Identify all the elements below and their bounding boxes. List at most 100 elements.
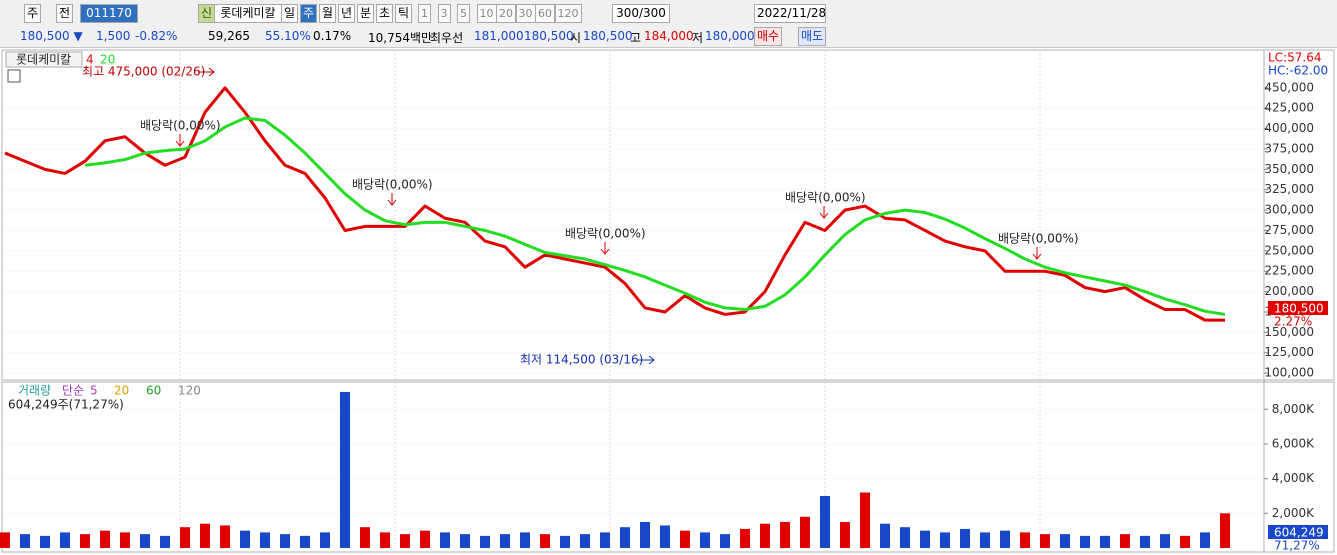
volume-bar <box>320 532 330 548</box>
sell-button[interactable]: 매도 <box>798 27 827 46</box>
open-label: 시 <box>570 31 582 45</box>
volume-bar <box>240 530 250 548</box>
volume-bar <box>1020 532 1030 548</box>
volume-bar <box>200 523 210 548</box>
volume-bar <box>120 532 130 548</box>
count-button[interactable]: 3 <box>437 4 451 23</box>
volume-bar <box>0 532 10 548</box>
volume-bar <box>960 528 970 548</box>
count-button[interactable]: 60 <box>535 4 555 23</box>
volume-bar <box>440 532 450 548</box>
chart-title: 롯데케미칼 <box>16 53 71 67</box>
count-button[interactable]: 30 <box>515 4 536 23</box>
amount: 10,754백만 <box>368 31 433 45</box>
y-tick-label: 225,000 <box>1264 264 1314 278</box>
volume-bar <box>420 530 430 548</box>
volume-bar <box>860 492 870 548</box>
last-price: 180,500 <box>1274 302 1324 316</box>
stock-name[interactable]: 롯데케미칼 <box>214 4 282 23</box>
volume-bar <box>660 525 670 548</box>
volume-bar <box>180 527 190 548</box>
y-tick-label: 150,000 <box>1264 325 1314 339</box>
quote-bar: 180,500 ▼ 1,500 -0.82% 59,265 55.10% 0.1… <box>0 26 1337 48</box>
volume-bar <box>940 532 950 548</box>
y-tick-label: 8,000K <box>1272 402 1315 416</box>
y-tick-label: 100,000 <box>1264 366 1314 380</box>
new-badge[interactable]: 신 <box>198 4 216 23</box>
y-tick-label: 400,000 <box>1264 121 1314 135</box>
count-button[interactable]: 120 <box>554 4 582 23</box>
last-price-box <box>1268 301 1328 315</box>
interval-button[interactable]: 주 <box>300 4 318 23</box>
ask: 181,000 <box>474 29 524 43</box>
count-button[interactable]: 10 <box>476 4 497 23</box>
count-button[interactable]: 5 <box>457 4 470 23</box>
last-volume-pct: 71,27% <box>1274 539 1320 553</box>
code-input[interactable]: 011170 <box>80 4 138 23</box>
vol-ratio: 55.10% <box>265 29 311 43</box>
high: 184,000 <box>644 29 694 43</box>
volume-bar <box>640 521 650 548</box>
grid-icon <box>7 69 21 83</box>
interval-button[interactable]: 틱 <box>395 4 413 23</box>
bar-count[interactable]: 300/300 <box>612 4 670 23</box>
interval-button[interactable]: 월 <box>319 4 337 23</box>
last-volume-box <box>1268 525 1328 539</box>
volume-bar <box>1220 513 1230 548</box>
best-label: 최우선 <box>430 31 464 45</box>
price-line <box>84 116 1226 316</box>
open: 180,500 <box>583 29 633 43</box>
volume-bar <box>900 527 910 548</box>
volume-bar <box>1120 534 1130 548</box>
count-button[interactable]: 20 <box>496 4 516 23</box>
y-tick-label: 125,000 <box>1264 345 1314 359</box>
volume-bar <box>840 521 850 548</box>
y-tick-label: 375,000 <box>1264 141 1314 155</box>
last-volume: 604,249 <box>1274 526 1324 540</box>
volume-bar <box>80 534 90 548</box>
dividend-arrow <box>1032 247 1042 260</box>
turnover: 0.17% <box>313 29 352 43</box>
interval-button[interactable]: 초 <box>376 4 394 23</box>
volume-bar <box>560 535 570 548</box>
legend-entry: 5 <box>90 384 98 398</box>
interval-button[interactable]: 분 <box>357 4 375 23</box>
dividend-arrow <box>819 206 829 219</box>
volume-title: 거래량 <box>18 384 51 398</box>
last-change: 2.27% <box>1274 315 1312 329</box>
volume-bar <box>500 534 510 548</box>
date[interactable]: 2022/11/28 <box>754 4 826 23</box>
volume-bar <box>380 532 390 548</box>
volume-bar <box>160 535 170 548</box>
interval-button[interactable]: 년 <box>338 4 356 23</box>
dividend-note: 배당락(0,00%) <box>785 191 866 205</box>
volume-subtitle: 604,249주(71,27%) <box>8 398 124 412</box>
mode[interactable]: 전 <box>56 4 74 23</box>
period[interactable]: 주 <box>24 4 42 23</box>
y-tick-label: 200,000 <box>1264 284 1314 298</box>
high-label: 고 <box>630 31 642 45</box>
low-arrow <box>638 355 655 365</box>
volume-bar <box>280 534 290 548</box>
volume-bar <box>920 530 930 548</box>
volume-bar <box>220 525 230 548</box>
y-tick-label: 325,000 <box>1264 182 1314 196</box>
volume: 59,265 <box>208 29 250 43</box>
volume-bar <box>800 516 810 548</box>
buy-button[interactable]: 매수 <box>754 27 783 46</box>
dividend-note: 배당락(0,00%) <box>998 232 1079 246</box>
volume-bar <box>260 532 270 548</box>
dividend-note: 배당락(0,00%) <box>140 119 221 133</box>
price: 180,500 ▼ <box>20 29 83 43</box>
count-button[interactable]: 1 <box>418 4 431 23</box>
volume-bar <box>460 534 470 548</box>
interval-button[interactable]: 일 <box>281 4 299 23</box>
volume-bar <box>1100 535 1110 548</box>
volume-panel <box>1 381 1335 553</box>
y-tick-label: 6,000K <box>1272 436 1315 450</box>
volume-bar <box>520 532 530 548</box>
side-label: HC:-62.00 <box>1268 64 1328 78</box>
volume-bar <box>40 535 50 548</box>
